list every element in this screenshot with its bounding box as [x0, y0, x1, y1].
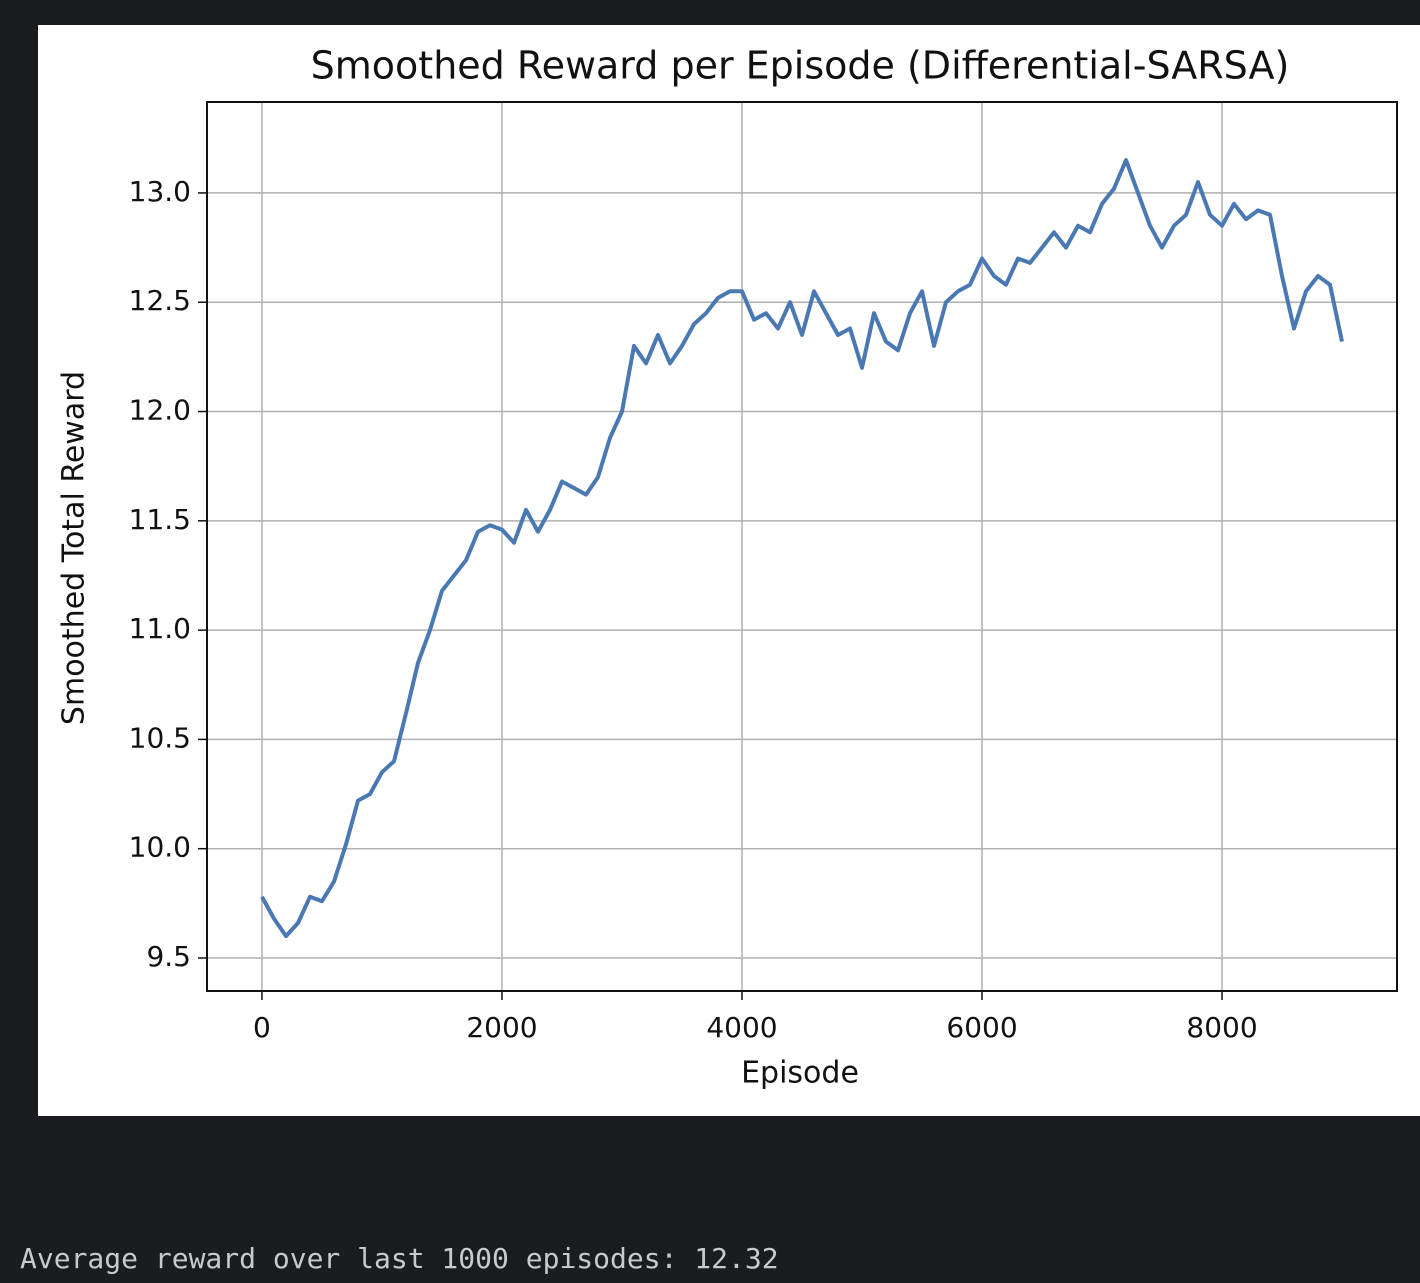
chart-title: Smoothed Reward per Episode (Differentia…: [311, 44, 1290, 88]
y-tick-label: 10.5: [129, 721, 191, 754]
x-tick-label: 2000: [466, 1011, 537, 1044]
output-text: Average reward over last 1000 episodes: …: [20, 1242, 779, 1275]
x-tick-label: 8000: [1186, 1011, 1257, 1044]
y-tick-label: 10.0: [129, 831, 191, 864]
y-tick-label: 12.0: [129, 394, 191, 427]
y-axis-label: Smoothed Total Reward: [57, 371, 92, 725]
y-tick-label: 13.0: [129, 175, 191, 208]
y-tick-label: 9.5: [146, 940, 191, 973]
x-tick-label: 4000: [706, 1011, 777, 1044]
x-tick-label: 6000: [946, 1011, 1017, 1044]
y-tick-label: 12.5: [129, 284, 191, 317]
axes-frame: [206, 101, 1398, 992]
output-panel: [38, 25, 1420, 1116]
data-line: [260, 158, 1344, 939]
y-tick-label: 11.0: [129, 612, 191, 645]
y-tick-label: 11.5: [129, 503, 191, 536]
x-tick-label: 0: [253, 1011, 271, 1044]
x-axis-label: Episode: [741, 1056, 859, 1091]
